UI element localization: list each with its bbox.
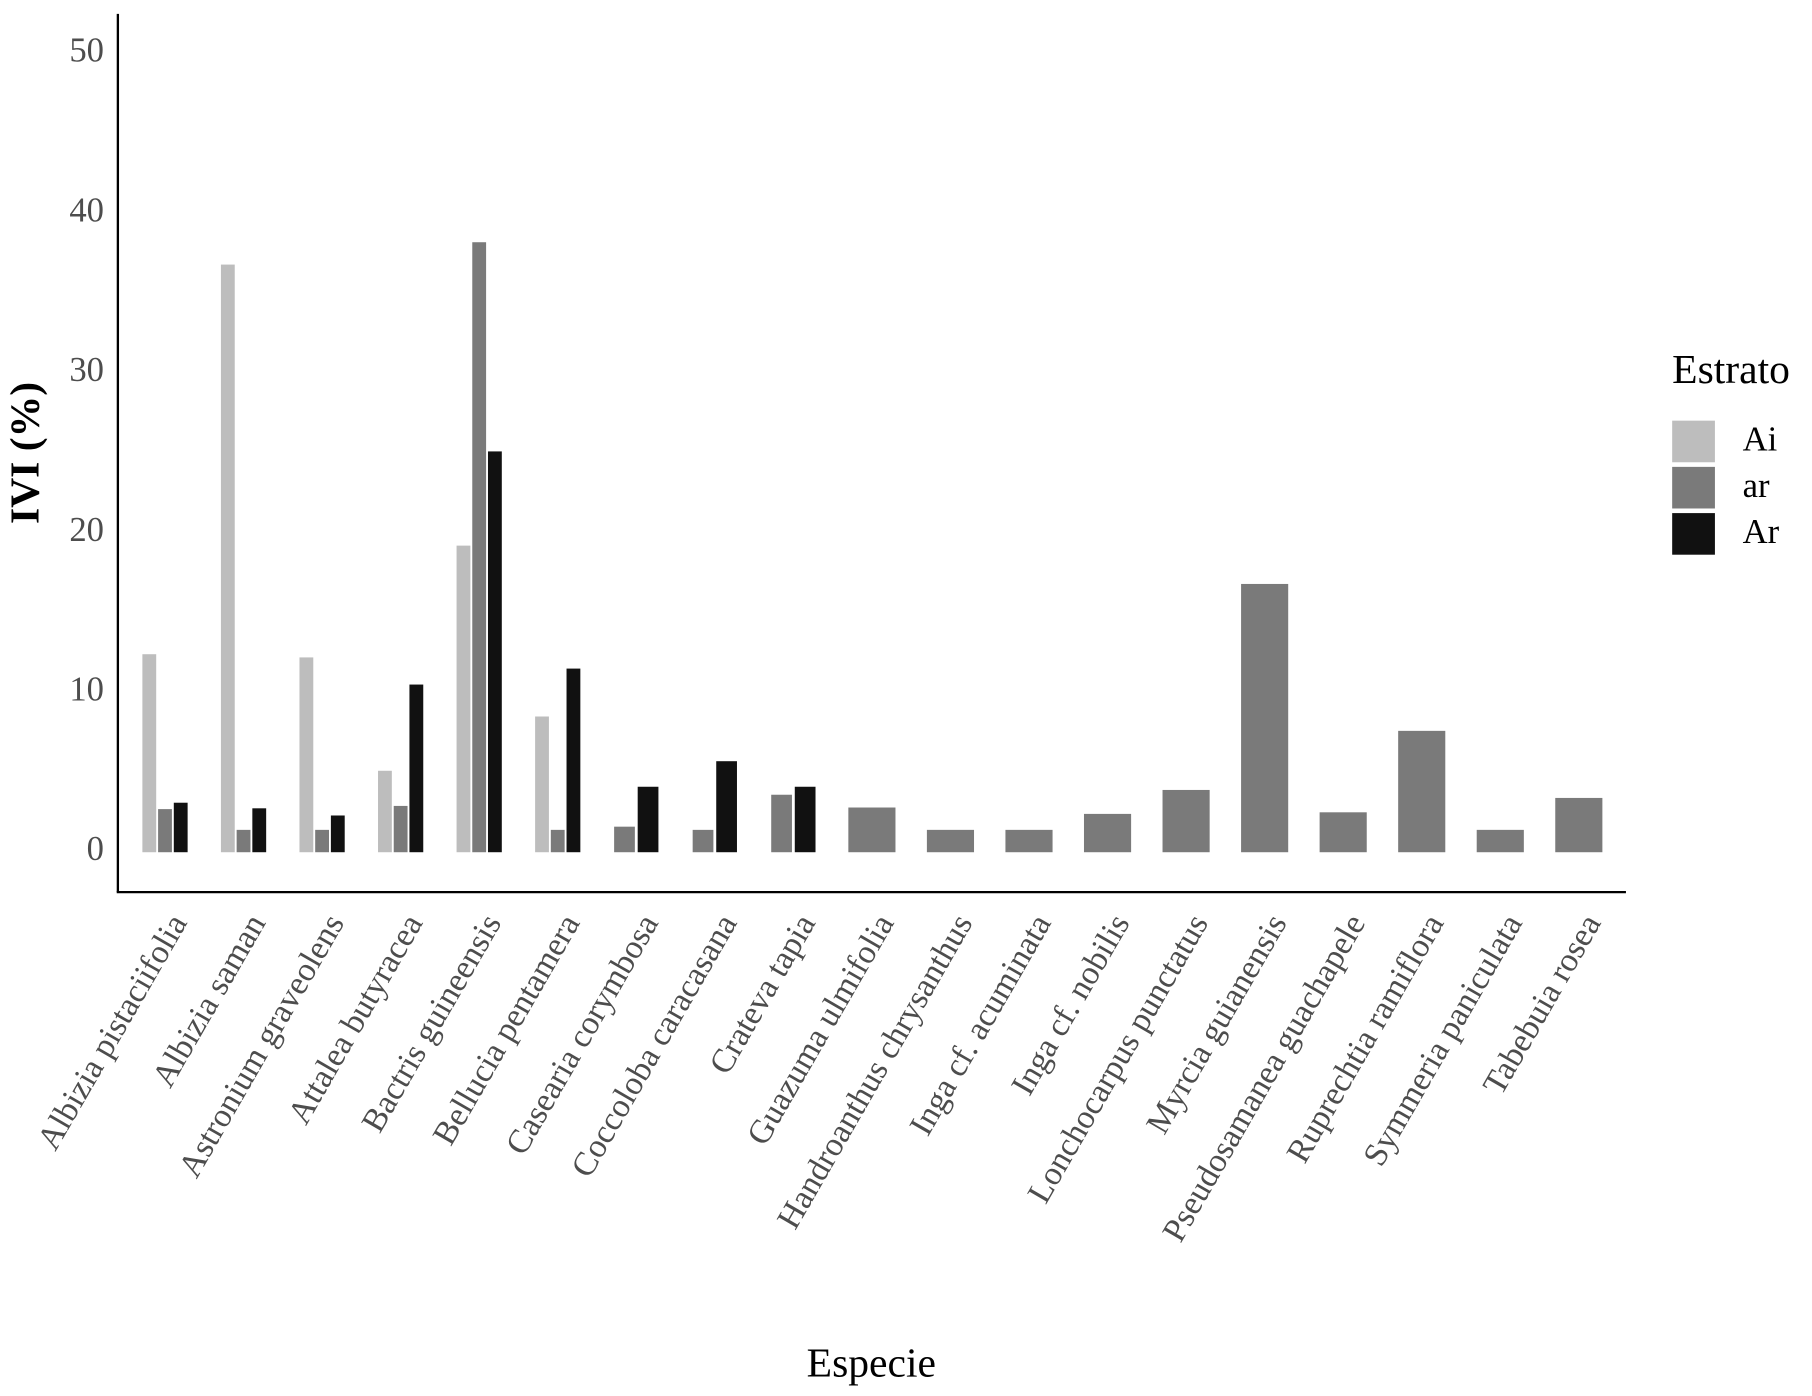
x-tick-label: Myrcia guianensis [1139, 908, 1294, 1140]
x-tick-label: Inga cf. acuminata [903, 908, 1059, 1142]
bar [173, 802, 188, 853]
legend-title: Estrato [1672, 346, 1790, 392]
legend-key [1672, 466, 1715, 509]
bar [1476, 829, 1524, 853]
legend-label: Ar [1743, 513, 1780, 551]
bar [315, 829, 330, 853]
bar [637, 786, 659, 853]
bar [1241, 583, 1289, 853]
bar [1555, 797, 1603, 853]
bar [378, 770, 392, 853]
y-tick-label: 10 [69, 670, 104, 708]
bar [236, 829, 251, 853]
y-tick-label: 0 [87, 830, 104, 868]
bar [926, 829, 975, 853]
y-tick-label: 20 [69, 511, 104, 549]
bar [692, 829, 714, 853]
bar [1162, 789, 1210, 853]
y-tick-label: 50 [69, 32, 104, 70]
bar [1005, 829, 1053, 853]
bar [566, 668, 581, 853]
bar [330, 815, 345, 853]
bar [1319, 812, 1367, 853]
bar [1083, 813, 1132, 853]
legend-label: ar [1743, 467, 1770, 505]
bar [409, 684, 424, 853]
bar [487, 451, 502, 853]
bar [716, 761, 737, 853]
y-tick-label: 40 [69, 191, 104, 229]
bar [158, 809, 172, 853]
bar [794, 786, 816, 853]
bar [299, 657, 314, 853]
legend-key [1672, 513, 1715, 555]
legend-label: Ai [1743, 421, 1778, 459]
bar [252, 808, 267, 853]
bar [550, 829, 565, 853]
legend-key [1672, 420, 1715, 463]
bar [142, 654, 157, 853]
y-axis-title: IVI (%) [1, 382, 48, 524]
bar [472, 242, 487, 853]
bar [393, 805, 408, 853]
bar [848, 807, 896, 853]
bar [220, 264, 235, 853]
y-tick-label: 30 [69, 351, 104, 389]
bar [535, 716, 549, 853]
bar [771, 794, 792, 853]
bar [1398, 730, 1446, 853]
x-axis-title: Especie [807, 1340, 936, 1386]
bar [456, 545, 471, 853]
bar [614, 826, 635, 853]
